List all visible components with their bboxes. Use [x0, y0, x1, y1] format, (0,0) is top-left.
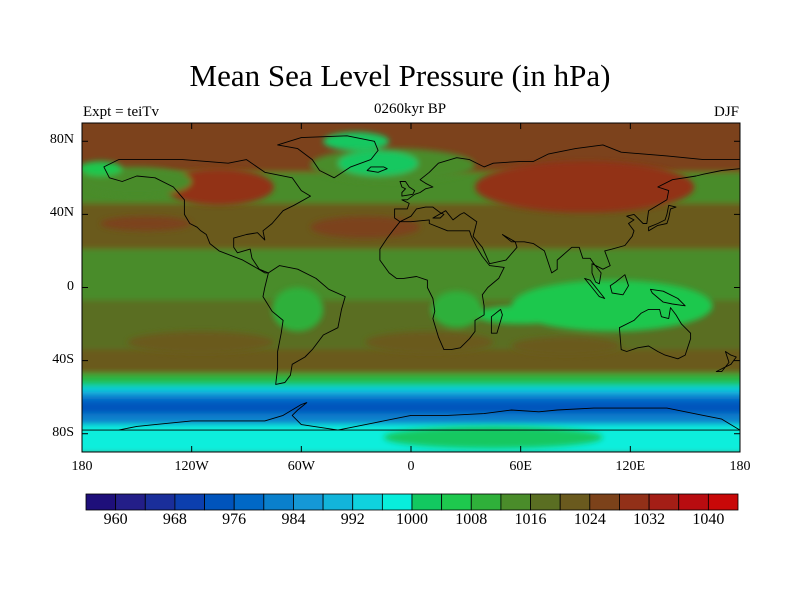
colorbar-swatch — [411, 493, 443, 511]
coastline-africa — [379, 219, 505, 351]
colorbar-swatch — [233, 493, 265, 511]
pressure-cell — [383, 426, 603, 449]
pressure-cell — [310, 216, 421, 239]
coastline-madagascar — [490, 308, 503, 334]
pressure-band — [82, 373, 740, 385]
colorbar-swatch — [322, 493, 354, 511]
coastline-sumatra — [584, 277, 606, 299]
pressure-cell — [127, 331, 274, 354]
pressure-band — [82, 396, 740, 407]
colorbar-label: 1040 — [692, 511, 725, 528]
colorbar-swatch — [115, 493, 146, 511]
season-label: DJF — [713, 104, 739, 120]
colorbar-swatch — [293, 493, 324, 511]
colorbar-swatch — [144, 493, 176, 511]
experiment-label: Expt = teiTv — [83, 104, 159, 120]
x-tick-label: 60W — [287, 459, 315, 474]
x-tick-label: 120W — [174, 459, 209, 474]
y-tick-label: 0 — [67, 278, 74, 294]
coastline-antarctica — [82, 402, 740, 431]
y-tick-label: 40N — [49, 205, 74, 221]
pressure-cell — [431, 291, 483, 328]
colorbar-label: 1024 — [573, 511, 606, 528]
colorbar-swatch — [381, 493, 413, 511]
pressure-cell — [100, 216, 192, 231]
colorbar-label: 976 — [222, 511, 247, 528]
coastline-borneo — [609, 274, 629, 296]
colorbar-swatch — [559, 493, 591, 511]
colorbar-swatch — [707, 493, 739, 511]
colorbar-swatch — [441, 493, 472, 511]
pressure-band — [82, 380, 740, 391]
colorbar-swatch — [204, 493, 235, 511]
coastline-iceland — [366, 166, 388, 173]
x-tick-label: 180 — [729, 459, 751, 474]
pressure-anomalies — [82, 132, 713, 449]
pressure-field — [82, 123, 740, 452]
colorbar-swatch — [263, 493, 294, 511]
colorbar-swatch — [678, 493, 709, 511]
coastline-south-america — [262, 265, 346, 385]
colorbar-label: 984 — [281, 511, 306, 528]
colorbar-swatch — [589, 493, 620, 511]
pressure-cell — [82, 161, 123, 177]
colorbar-swatch — [530, 493, 561, 511]
x-tick-label: 0 — [407, 459, 415, 474]
pressure-cell — [365, 331, 494, 354]
coastline-new-zealand — [715, 351, 737, 373]
pressure-cell — [164, 168, 274, 206]
pressure-cell — [323, 132, 390, 151]
coastline-eurasia — [394, 144, 740, 285]
colorbar-swatch — [352, 493, 383, 511]
colorbar-label: 992 — [340, 511, 365, 528]
axis-ticks — [81, 123, 741, 452]
colorbar-label: 960 — [103, 511, 128, 528]
pressure-cell — [511, 336, 622, 356]
coastline-new-guinea — [649, 288, 686, 307]
colorbar-swatch — [470, 493, 502, 511]
colorbar-label: 1016 — [514, 511, 547, 528]
pressure-cell — [337, 150, 419, 177]
colorbar-swatch — [174, 493, 205, 511]
coastline-north-america — [103, 159, 311, 274]
pressure-band — [82, 391, 740, 401]
colorbar — [85, 493, 739, 511]
y-tick-label: 40S — [52, 351, 74, 367]
y-tick-label: 80N — [49, 132, 74, 148]
colorbar-swatch — [648, 493, 680, 511]
y-tick-label: 80S — [52, 424, 74, 440]
colorbar-swatch — [500, 493, 531, 511]
coastlines — [82, 135, 740, 431]
pressure-cell — [474, 161, 695, 213]
colorbar-label: 1008 — [455, 511, 488, 528]
colorbar-label: 1032 — [633, 511, 666, 528]
pressure-cell — [272, 287, 324, 332]
colorbar-swatch — [619, 493, 650, 511]
period-label: 0260kyr BP — [373, 101, 447, 117]
coastline-great-britain — [399, 181, 416, 197]
page-title: Mean Sea Level Pressure (in hPa) — [189, 58, 611, 93]
coastline-australia — [618, 307, 692, 360]
colorbar-swatch — [85, 493, 117, 511]
colorbar-label: 968 — [162, 511, 187, 528]
colorbar-label: 1000 — [396, 511, 428, 528]
coastline-greenland — [277, 135, 379, 179]
x-tick-label: 180 — [71, 459, 93, 474]
x-tick-label: 60E — [509, 459, 532, 474]
pressure-band — [82, 386, 740, 396]
x-tick-label: 120E — [615, 459, 646, 474]
pressure-cell — [474, 305, 567, 325]
pressure-band — [82, 349, 740, 378]
coastline-japan — [648, 204, 677, 232]
